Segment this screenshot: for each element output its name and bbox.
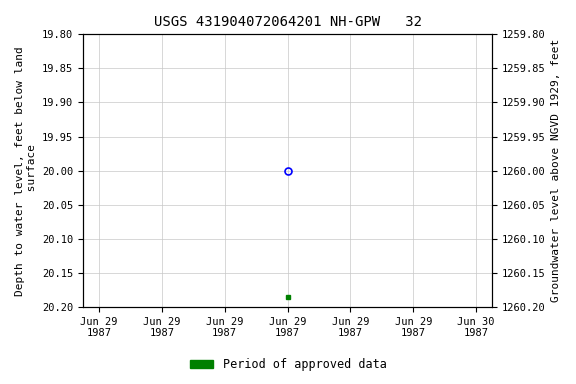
Y-axis label: Groundwater level above NGVD 1929, feet: Groundwater level above NGVD 1929, feet: [551, 39, 561, 302]
Title: USGS 431904072064201 NH-GPW   32: USGS 431904072064201 NH-GPW 32: [154, 15, 422, 29]
Y-axis label: Depth to water level, feet below land
 surface: Depth to water level, feet below land su…: [15, 46, 37, 296]
Legend: Period of approved data: Period of approved data: [185, 354, 391, 376]
